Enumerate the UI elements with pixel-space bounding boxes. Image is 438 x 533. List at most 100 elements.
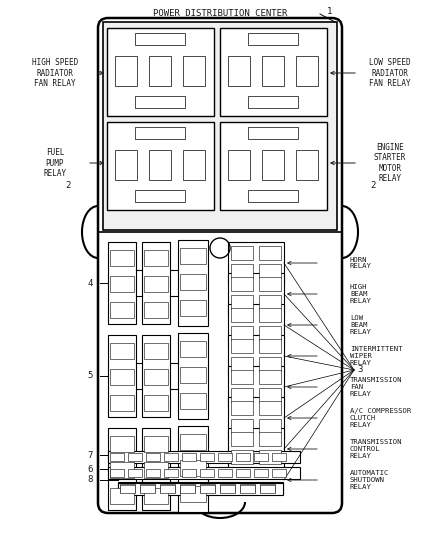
Bar (146, 469, 160, 477)
Bar (110, 469, 124, 477)
Bar (200, 453, 214, 461)
Bar (259, 357, 281, 371)
Bar (180, 300, 206, 316)
Bar (146, 453, 160, 461)
Bar (228, 397, 284, 439)
Text: 8: 8 (87, 475, 93, 484)
Bar (108, 335, 136, 417)
Bar (259, 308, 281, 322)
Text: HORN
RELAY: HORN RELAY (350, 256, 372, 270)
Bar (115, 56, 137, 86)
Bar (231, 308, 253, 322)
Bar (259, 326, 281, 340)
Bar (228, 366, 284, 408)
Bar (259, 419, 281, 433)
Bar (144, 369, 168, 385)
Bar (259, 339, 281, 353)
Bar (220, 28, 327, 116)
Bar (228, 428, 284, 470)
Text: TRANSMISSION
FAN
RELAY: TRANSMISSION FAN RELAY (350, 377, 403, 397)
Bar (228, 304, 284, 346)
Bar (144, 250, 168, 266)
Text: INTERMITTENT
WIPER
RELAY: INTERMITTENT WIPER RELAY (350, 346, 403, 366)
Bar (135, 190, 185, 202)
Bar (259, 432, 281, 446)
Bar (231, 401, 253, 415)
Bar (107, 28, 214, 116)
Bar (200, 485, 215, 493)
Bar (240, 485, 255, 493)
Bar (110, 462, 134, 478)
Bar (259, 388, 281, 402)
Bar (178, 333, 208, 419)
Bar (110, 276, 134, 292)
Bar (180, 486, 206, 502)
Bar (120, 484, 135, 492)
Bar (144, 436, 168, 452)
Bar (272, 453, 286, 461)
Bar (110, 302, 134, 318)
Bar (200, 469, 214, 477)
Bar (128, 469, 142, 477)
Bar (108, 242, 136, 324)
Bar (142, 335, 170, 417)
Bar (254, 453, 268, 461)
Bar (180, 434, 206, 450)
Bar (200, 484, 215, 492)
Bar (110, 395, 134, 411)
Bar (180, 393, 206, 409)
Bar (180, 484, 195, 492)
Bar (183, 56, 205, 86)
Bar (218, 469, 232, 477)
Bar (228, 242, 284, 284)
Bar (144, 395, 168, 411)
Bar (259, 277, 281, 291)
FancyBboxPatch shape (98, 18, 342, 513)
Text: FUEL
PUMP
RELAY: FUEL PUMP RELAY (43, 148, 67, 178)
Bar (296, 150, 318, 180)
Bar (231, 370, 253, 384)
Bar (260, 484, 275, 492)
Bar (296, 56, 318, 86)
Bar (118, 482, 283, 494)
Bar (180, 460, 206, 476)
Bar (182, 469, 196, 477)
Bar (144, 488, 168, 504)
Bar (142, 242, 170, 324)
Bar (128, 453, 142, 461)
Bar (218, 453, 232, 461)
Bar (164, 453, 178, 461)
Bar (272, 469, 286, 477)
Bar (160, 485, 175, 493)
Bar (110, 343, 134, 359)
Bar (144, 302, 168, 318)
Bar (180, 248, 206, 264)
Text: 4: 4 (87, 279, 93, 287)
Bar (231, 264, 253, 278)
Bar (259, 295, 281, 309)
Bar (108, 467, 300, 479)
Bar (231, 295, 253, 309)
Bar (180, 341, 206, 357)
Bar (115, 150, 137, 180)
Bar (231, 339, 253, 353)
Bar (259, 246, 281, 260)
Bar (220, 485, 235, 493)
Bar (110, 369, 134, 385)
Bar (254, 469, 268, 477)
Text: POWER DISTRIBUTION CENTER: POWER DISTRIBUTION CENTER (153, 10, 287, 19)
Bar (149, 150, 171, 180)
Bar (220, 484, 235, 492)
Bar (103, 22, 337, 230)
Bar (164, 469, 178, 477)
Bar (140, 484, 155, 492)
Bar (260, 485, 275, 493)
Bar (178, 426, 208, 512)
Bar (149, 56, 171, 86)
Text: HIGH SPEED
RADIATOR
FAN RELAY: HIGH SPEED RADIATOR FAN RELAY (32, 58, 78, 88)
Bar (220, 122, 327, 210)
Text: A/C COMPRESSOR
CLUTCH
RELAY: A/C COMPRESSOR CLUTCH RELAY (350, 408, 411, 428)
Bar (231, 419, 253, 433)
Bar (108, 428, 136, 510)
Bar (236, 453, 250, 461)
